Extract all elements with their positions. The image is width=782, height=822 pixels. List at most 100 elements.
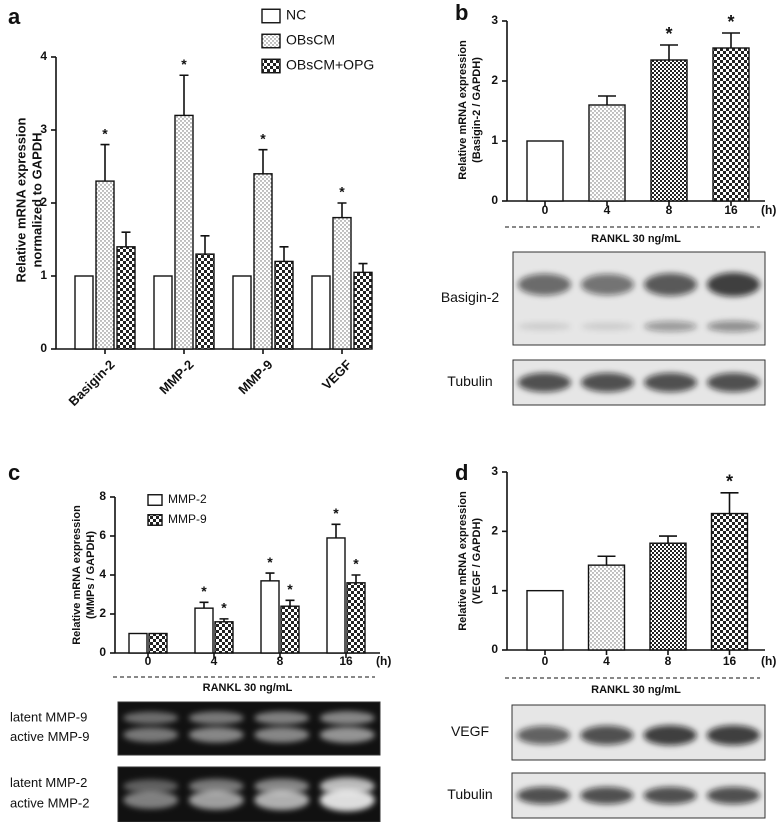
x-tick-label: MMP-2 — [156, 357, 196, 397]
x-tick-label: 4 — [604, 203, 611, 217]
blot-label: active MMP-2 — [10, 795, 89, 810]
error-bar — [597, 555, 616, 566]
blot-label: latent MMP-9 — [10, 709, 87, 724]
x-tick-label: 4 — [211, 654, 218, 668]
bar — [326, 537, 346, 654]
significance-star: * — [181, 56, 187, 72]
bar — [588, 104, 626, 202]
y-tick-label: 3 — [491, 13, 498, 27]
x-tick-label: 8 — [666, 203, 673, 217]
y-tick-label: 8 — [99, 489, 106, 503]
panel-letter: c — [8, 460, 20, 485]
blot-band — [319, 726, 375, 743]
error-bar — [722, 32, 740, 48]
significance-star: * — [201, 583, 207, 599]
blot-band — [123, 779, 179, 793]
panel: c Relative mRNA expression (MMPs / GAPDH) 0… — [8, 460, 391, 822]
legend-swatch — [147, 514, 163, 526]
error-bar — [285, 599, 295, 607]
blot-band — [517, 726, 571, 745]
bar — [260, 580, 280, 654]
legend-swatch — [261, 8, 281, 24]
blot-label: latent MMP-2 — [10, 775, 87, 790]
y-tick-label: 3 — [491, 464, 498, 478]
blot-band — [580, 725, 634, 745]
legend-swatch — [261, 58, 281, 74]
blot-band — [254, 778, 310, 794]
blot-band — [254, 790, 310, 810]
error-bar — [265, 572, 275, 581]
blot-band — [188, 711, 244, 725]
bar — [649, 542, 687, 651]
blot-label: active MMP-9 — [10, 729, 89, 744]
error-bar — [720, 491, 739, 514]
error-bar — [199, 601, 209, 609]
bar — [526, 589, 564, 651]
y-axis-label: Relative mRNA expression — [71, 505, 83, 645]
legend-label: OBsCM — [286, 32, 335, 48]
y-tick-label: 3 — [40, 122, 47, 136]
bar — [232, 275, 252, 350]
blot-band — [254, 711, 310, 725]
y-tick-label: 1 — [491, 583, 498, 597]
y-tick-label: 0 — [99, 645, 106, 659]
y-axis-label: (Basigin-2 / GAPDH) — [471, 57, 483, 163]
blot-band — [123, 791, 179, 809]
y-axis-label: Relative mRNA expression — [457, 40, 469, 180]
significance-star: * — [260, 130, 266, 146]
significance-star: * — [102, 125, 108, 141]
blot-band — [518, 372, 571, 393]
significance-star: * — [333, 505, 339, 521]
y-tick-label: 2 — [40, 195, 47, 209]
blot-band — [319, 788, 375, 812]
blot-label: Tubulin — [447, 373, 492, 389]
x-unit: (h) — [761, 203, 776, 217]
bar — [128, 632, 148, 654]
legend-label: OBsCM+OPG — [286, 57, 374, 73]
blot-label: VEGF — [451, 723, 489, 739]
bar — [116, 246, 136, 350]
bar — [174, 114, 194, 350]
x-tick-label: Basigin-2 — [66, 357, 118, 409]
error-bar — [659, 535, 677, 544]
y-tick-label: 6 — [99, 528, 106, 542]
blot-band — [581, 372, 634, 393]
blot-band — [706, 786, 760, 805]
significance-star: * — [267, 554, 273, 570]
error-bar — [331, 523, 341, 538]
x-tick-label: 0 — [542, 654, 549, 668]
panel: d Relative mRNA expression (VEGF / GAPDH) 0… — [447, 460, 776, 819]
y-tick-label: 4 — [99, 567, 106, 581]
blot-label: Basigin-2 — [441, 289, 500, 305]
y-axis-label: (MMPs / GAPDH) — [85, 531, 97, 619]
bar — [253, 173, 273, 350]
panel: b Relative mRNA expression (Basigin-2 / GA… — [441, 0, 776, 406]
blot-band — [254, 727, 310, 743]
y-axis-label: normalized to GAPDH — [29, 132, 44, 267]
significance-star: * — [726, 472, 733, 492]
error-bar — [598, 95, 616, 105]
bar — [274, 260, 294, 350]
blot-band — [644, 372, 697, 393]
blot-band — [319, 711, 375, 725]
blot-band — [123, 727, 179, 743]
bar — [95, 180, 115, 350]
blot-band — [581, 322, 634, 331]
bar — [280, 605, 300, 654]
bar — [650, 59, 688, 202]
error-bar — [200, 235, 210, 255]
x-unit: (h) — [376, 654, 391, 668]
blot-band — [188, 727, 244, 743]
blot-band — [643, 786, 697, 805]
x-tick-label: 0 — [542, 203, 549, 217]
x-tick-label: 8 — [277, 654, 284, 668]
error-bar — [660, 44, 678, 60]
legend-label: MMP-9 — [168, 512, 207, 526]
blot-label: Tubulin — [447, 786, 492, 802]
significance-star: * — [665, 24, 672, 44]
x-axis-label: RANKL 30 ng/mL — [591, 233, 681, 245]
bar — [526, 140, 564, 202]
bar — [214, 621, 234, 654]
x-unit: (h) — [761, 654, 776, 668]
blot-band — [188, 790, 244, 810]
